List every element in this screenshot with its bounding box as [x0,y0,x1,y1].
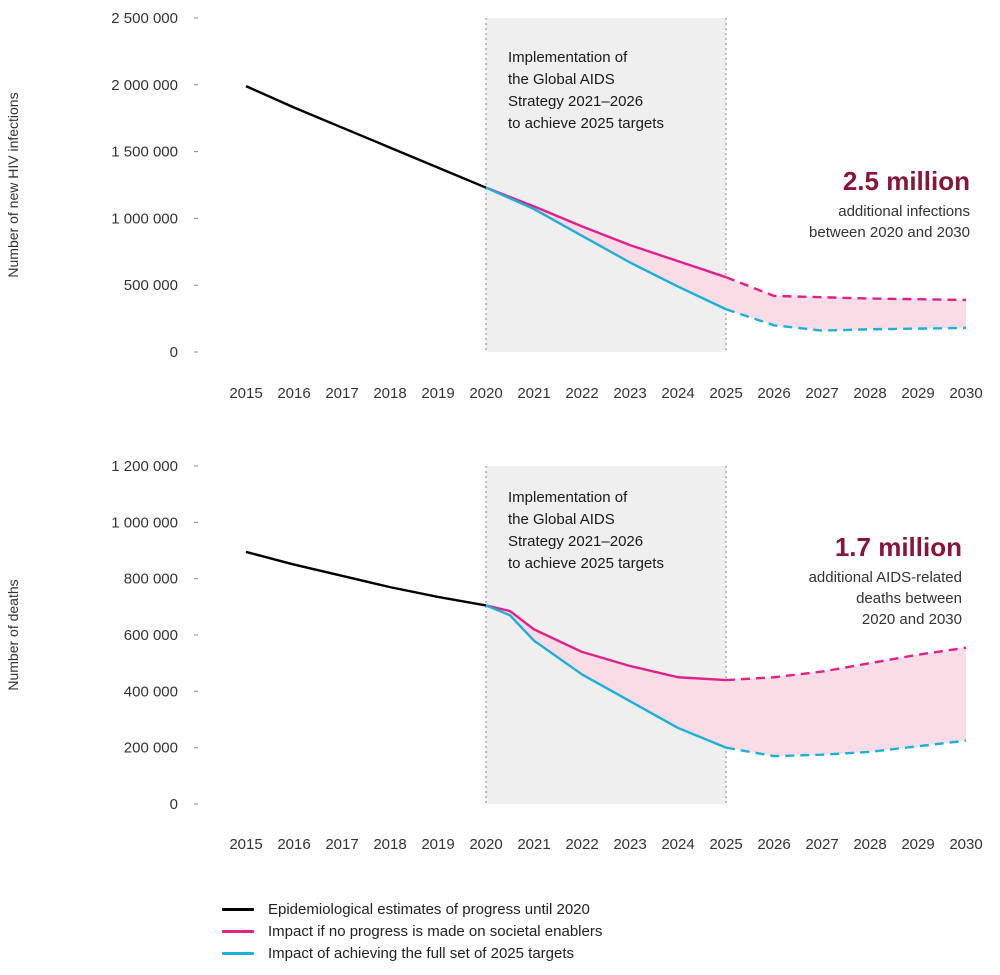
gap-area [486,187,966,331]
annotation-text-line: deaths between [856,590,962,607]
x-tick-label: 2030 [949,836,982,853]
annotation-text-line: 2020 and 2030 [862,611,962,628]
y-tick-label: 1 000 000 [111,514,178,531]
x-tick-label: 2015 [229,836,262,853]
legend-swatch-no-progress [222,929,254,933]
x-tick-label: 2025 [709,836,742,853]
x-tick-label: 2029 [901,836,934,853]
y-tick-label: 500 000 [124,277,178,294]
y-tick-label: 200 000 [124,740,178,757]
x-tick-label: 2026 [757,385,790,402]
band-text-line: the Global AIDS [508,511,615,528]
x-tick-label: 2017 [325,385,358,402]
legend-item-full-targets: Impact of achieving the full set of 2025… [222,942,602,964]
x-tick-label: 2026 [757,836,790,853]
x-tick-label: 2017 [325,836,358,853]
annotation-headline: 2.5 million [843,166,970,196]
x-tick-label: 2024 [661,385,694,402]
x-tick-label: 2027 [805,836,838,853]
gap-area [486,605,966,757]
legend-label-no-progress: Impact if no progress is made on societa… [268,922,603,940]
series-line-no-progress [485,604,727,682]
x-tick-label: 2023 [613,385,646,402]
x-tick-label: 2018 [373,836,406,853]
chart-panel-2: Implementation of the Global AIDS Strategy… [5,458,983,853]
y-tick-label: 2 000 000 [111,77,178,94]
x-tick-label: 2021 [517,836,550,853]
y-tick-label: 400 000 [124,683,178,700]
y-axis-label: Number of deaths [5,579,21,690]
annotation-text-line: between 2020 and 2030 [809,224,970,241]
band-text-line: the Global AIDS [508,71,615,88]
x-tick-label: 2022 [565,836,598,853]
x-tick-label: 2029 [901,385,934,402]
legend-item-historic: Epidemiological estimates of progress un… [222,898,602,920]
series-projection-full-targets [725,308,967,332]
band-text-line: Implementation of [508,489,628,506]
band-text-line: Implementation of [508,49,628,66]
series-projection-no-progress [725,276,967,302]
legend-swatch-full-targets [222,951,254,955]
chart-panel-1: Implementation of the Global AIDS Strategy… [5,10,983,402]
x-tick-label: 2022 [565,385,598,402]
series-line-full-targets [485,604,727,749]
series-projection-full-targets [725,739,967,758]
x-tick-label: 2023 [613,836,646,853]
annotation-headline: 1.7 million [835,532,962,562]
legend-item-no-progress: Impact if no progress is made on societa… [222,920,602,942]
y-tick-label: 1 200 000 [111,458,178,475]
series-line-historic [245,85,487,189]
x-tick-label: 2027 [805,385,838,402]
x-tick-label: 2025 [709,385,742,402]
series-projection-no-progress [725,646,967,682]
series-line-historic [245,550,487,607]
legend-label-historic: Epidemiological estimates of progress un… [268,900,590,918]
legend-label-full-targets: Impact of achieving the full set of 2025… [268,944,575,962]
implementation-band [486,18,726,352]
x-tick-label: 2028 [853,385,886,402]
band-text-line: Strategy 2021–2026 [508,93,643,110]
series-line-full-targets [485,186,727,311]
series-line-no-progress [485,186,727,279]
band-text-line: Strategy 2021–2026 [508,533,643,550]
band-text-line: to achieve 2025 targets [508,115,664,132]
x-tick-label: 2028 [853,836,886,853]
y-tick-label: 1 500 000 [111,144,178,161]
y-tick-label: 0 [170,796,178,813]
x-tick-label: 2016 [277,385,310,402]
y-tick-label: 1 000 000 [111,210,178,227]
annotation-text-line: additional infections [838,203,970,220]
x-tick-label: 2015 [229,385,262,402]
y-tick-label: 0 [170,344,178,361]
y-axis-label: Number of new HIV infections [5,92,21,277]
annotation-text-line: additional AIDS-related [809,569,962,586]
x-tick-label: 2024 [661,836,694,853]
band-text-line: to achieve 2025 targets [508,555,664,572]
x-tick-label: 2030 [949,385,982,402]
y-tick-label: 600 000 [124,627,178,644]
x-tick-label: 2021 [517,385,550,402]
legend: Epidemiological estimates of progress un… [222,898,602,964]
legend-swatch-historic [222,907,254,911]
x-tick-label: 2019 [421,836,454,853]
y-tick-label: 800 000 [124,571,178,588]
x-tick-label: 2016 [277,836,310,853]
x-tick-label: 2018 [373,385,406,402]
x-tick-label: 2019 [421,385,454,402]
x-tick-label: 2020 [469,836,502,853]
implementation-band [486,466,726,804]
x-tick-label: 2020 [469,385,502,402]
y-tick-label: 2 500 000 [111,10,178,27]
